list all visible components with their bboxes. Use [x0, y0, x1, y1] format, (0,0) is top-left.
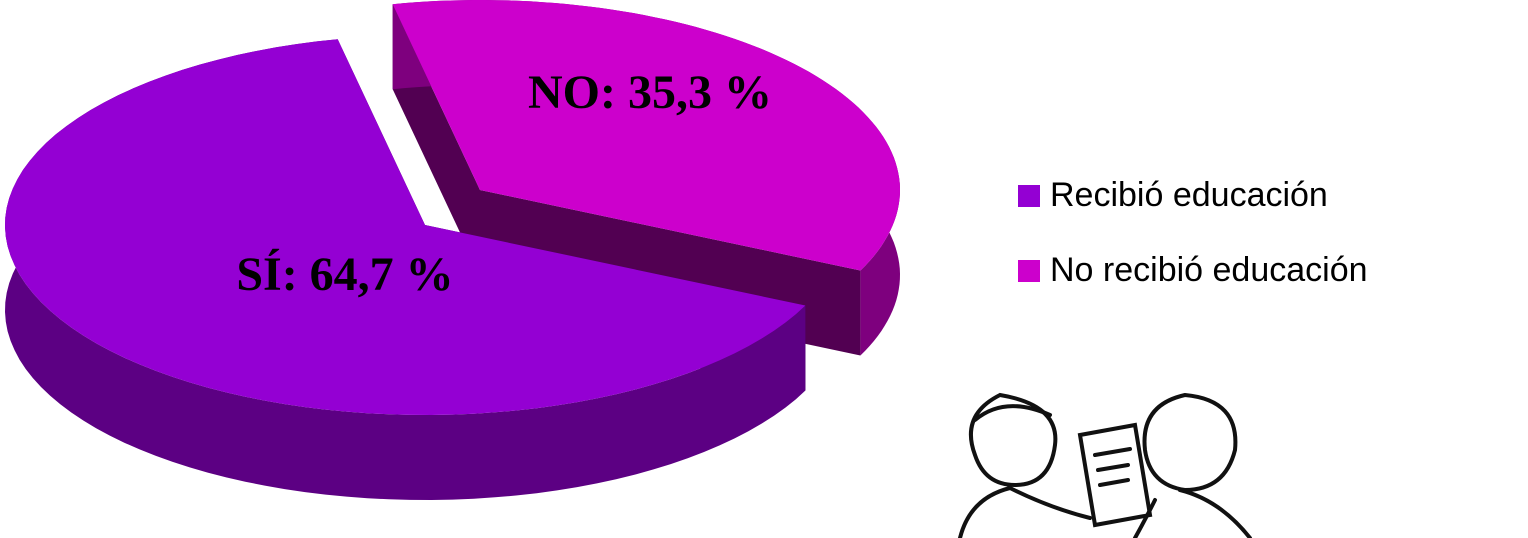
- data-label: NO: 35,3 %: [528, 66, 772, 119]
- legend-swatch: [1018, 185, 1040, 207]
- slice: [5, 39, 806, 415]
- data-label: SÍ: 64,7 %: [236, 248, 453, 301]
- legend-swatch: [1018, 260, 1040, 282]
- clip-art: [958, 392, 1252, 538]
- legend-label: No recibió educación: [1050, 251, 1368, 289]
- slice: [392, 0, 900, 271]
- legend-label: Recibió educación: [1050, 176, 1328, 214]
